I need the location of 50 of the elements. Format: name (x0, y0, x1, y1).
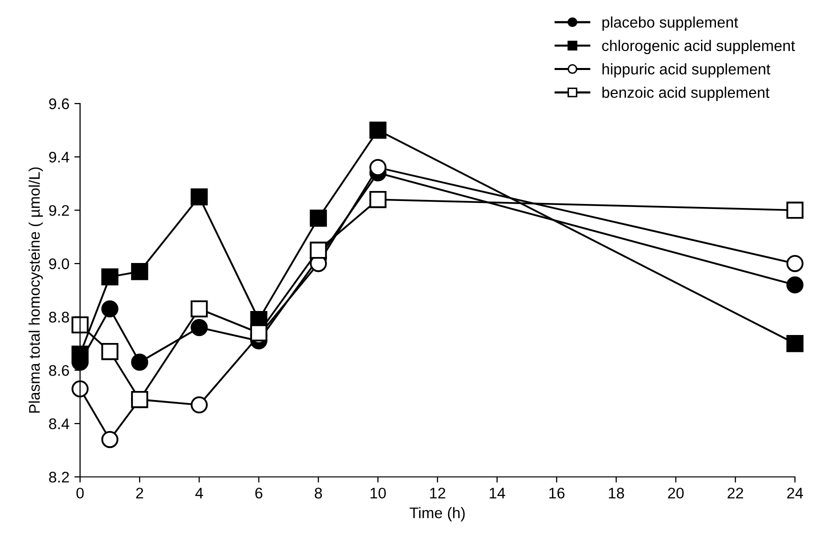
x-tick-label: 24 (787, 488, 803, 498)
y-tick-label: 8.8 (49, 312, 69, 323)
x-tick-label: 0 (76, 488, 84, 499)
point (190, 188, 208, 206)
point (369, 159, 386, 176)
point (786, 255, 804, 272)
point (190, 396, 208, 414)
legend-label: chlorogenic acid supplement (602, 40, 795, 54)
x-tick-label: 14 (490, 488, 506, 498)
legend-label: benzoic acid supplement (602, 86, 770, 101)
point (190, 300, 208, 318)
legend-label: placebo supplement (602, 16, 738, 31)
point (369, 191, 386, 208)
y-tick-label: 9.2 (49, 205, 69, 216)
point (250, 324, 268, 342)
point (786, 202, 804, 219)
point (190, 319, 208, 336)
x-tick-label: 18 (608, 488, 624, 499)
point (72, 346, 89, 363)
y-tick-label: 9.0 (49, 258, 70, 270)
x-tick-label: 4 (195, 488, 204, 498)
x-tick-label: 22 (728, 488, 744, 498)
x-tick-label: 2 (136, 488, 144, 498)
y-tick-label: 9.6 (49, 98, 69, 110)
point (786, 276, 804, 294)
y-tick-label: 8.2 (49, 472, 69, 483)
y-tick-label: 8.4 (49, 418, 70, 430)
point (786, 335, 804, 352)
point (131, 391, 148, 408)
legend-label: hippuric acid supplement (602, 63, 770, 78)
point (101, 268, 118, 286)
y-tick-label: 9.4 (49, 152, 70, 163)
point (310, 210, 327, 227)
point (310, 242, 327, 259)
x-tick-label: 8 (314, 488, 322, 499)
x-tick-label: 6 (255, 488, 262, 499)
point (101, 343, 118, 360)
point (369, 122, 386, 139)
point (101, 431, 118, 448)
x-tick-label: 12 (430, 488, 446, 498)
y-tick-label: 8.6 (49, 365, 69, 376)
x-tick-label: 20 (668, 488, 684, 499)
y-axis-title: Plasma total homocysteine ( µmol/L) (28, 167, 43, 413)
x-tick-label: 16 (549, 488, 564, 499)
point (101, 300, 118, 318)
point (131, 263, 148, 280)
point (72, 316, 89, 334)
x-axis-title: Time (h) (410, 507, 465, 522)
point (131, 354, 148, 371)
x-tick-label: 10 (370, 488, 386, 499)
